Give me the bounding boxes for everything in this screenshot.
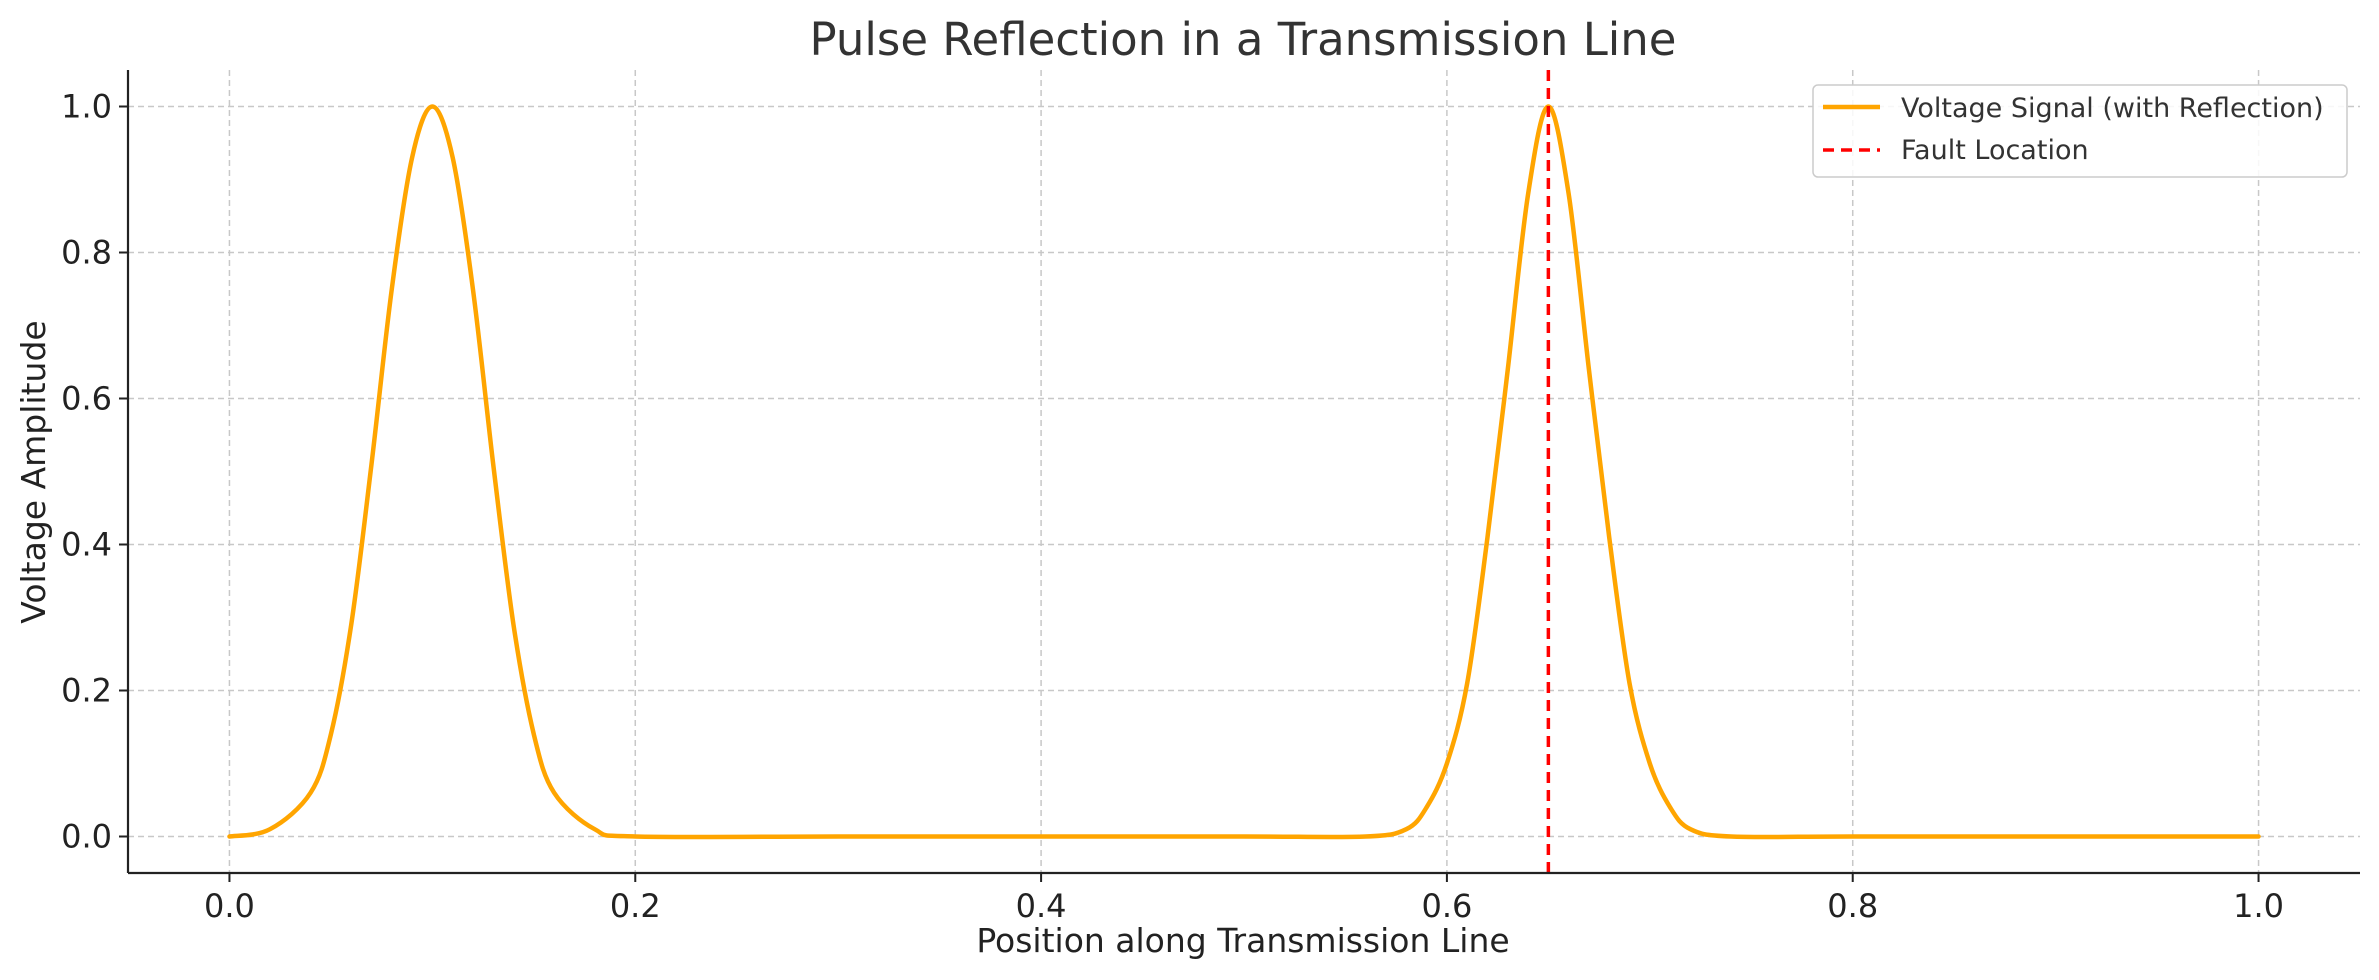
y-tick-label-1: 0.2 bbox=[61, 672, 112, 710]
x-tick-label-0: 0.0 bbox=[204, 887, 255, 925]
legend-label-voltage-signal: Voltage Signal (with Reflection) bbox=[1901, 93, 2324, 124]
x-tick-label-2: 0.4 bbox=[1016, 887, 1067, 925]
y-axis-label: Voltage Amplitude bbox=[14, 320, 53, 623]
axes-layer: 0.0 0.2 0.4 0.6 0.8 1.0 0.0 0.2 0.4 0.6 0.8 1.0 bbox=[61, 70, 2360, 925]
y-tick-label-2: 0.4 bbox=[61, 526, 112, 564]
legend-frame bbox=[1812, 84, 2348, 178]
y-tick-label-4: 0.8 bbox=[61, 234, 112, 272]
series-layer bbox=[227, 70, 2261, 873]
y-tick-label-0: 0.0 bbox=[61, 818, 112, 856]
y-tick-label-5: 1.0 bbox=[61, 88, 112, 126]
x-tick-label-3: 0.6 bbox=[1421, 887, 1472, 925]
legend: Voltage Signal (with Reflection) Fault L… bbox=[1812, 84, 2348, 178]
grid-layer bbox=[128, 70, 2360, 873]
chart-title: Pulse Reflection in a Transmission Line bbox=[810, 13, 1677, 66]
x-tick-label-4: 0.8 bbox=[1827, 887, 1878, 925]
x-tick-label-5: 1.0 bbox=[2233, 887, 2284, 925]
series-line-voltage-signal bbox=[227, 104, 2261, 840]
legend-label-fault-location: Fault Location bbox=[1901, 135, 2089, 166]
x-axis-label: Position along Transmission Line bbox=[976, 921, 1509, 960]
y-tick-label-3: 0.6 bbox=[61, 380, 112, 418]
x-tick-label-1: 0.2 bbox=[610, 887, 661, 925]
